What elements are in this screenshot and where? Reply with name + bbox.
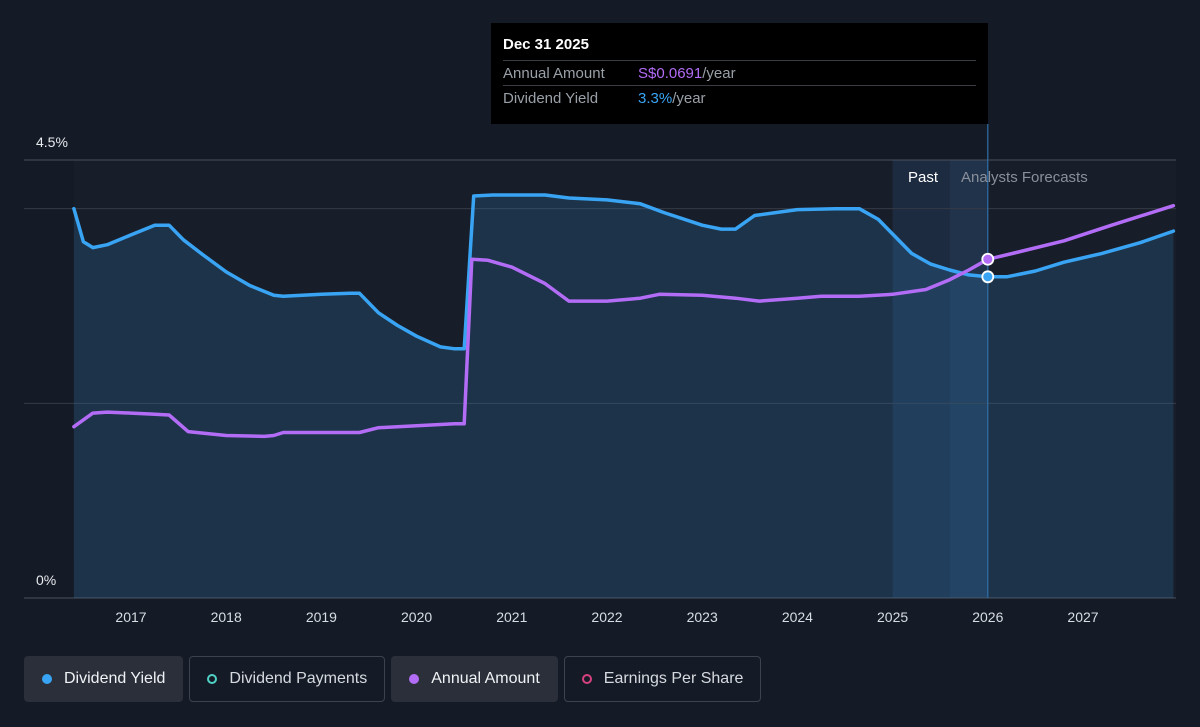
dividend-yield-area xyxy=(73,195,1174,598)
x-tick-label-2024: 2024 xyxy=(782,609,813,625)
tooltip-value-annual-amount: S$0.0691 xyxy=(638,64,703,82)
y-tick-label-top: 4.5% xyxy=(36,134,68,150)
legend-annual-amount-dot-icon xyxy=(409,674,420,684)
legend-annual-amount[interactable]: Annual Amount xyxy=(391,656,558,702)
x-tick-label-2023: 2023 xyxy=(687,609,718,625)
legend-dividend-yield-dot-icon xyxy=(42,674,52,684)
legend-earnings-per-share-label: Earnings Per Share xyxy=(603,670,744,687)
tooltip-row-annual-amount: Annual Amount S$0.0691 /year xyxy=(503,60,976,85)
legend-annual-amount-label: Annual Amount xyxy=(431,670,540,687)
legend-earnings-per-share-ring-icon xyxy=(581,674,592,684)
x-tick-label-2018: 2018 xyxy=(211,609,242,625)
x-tick-label-2027: 2027 xyxy=(1067,609,1098,625)
tooltip-value-dividend-yield: 3.3% xyxy=(638,89,673,107)
series-line-annual-amount xyxy=(72,203,1176,439)
tooltip-unit-annual-amount: /year xyxy=(702,64,736,82)
legend-dividend-payments-ring-icon xyxy=(207,674,218,684)
marker-dot-dividend-yield xyxy=(981,270,995,284)
x-tick-label-2017: 2017 xyxy=(115,609,146,625)
chart-tooltip: Dec 31 2025 Annual Amount S$0.0691 /year… xyxy=(491,23,988,124)
x-tick-label-2020: 2020 xyxy=(401,609,432,625)
past-label: Past xyxy=(908,169,939,186)
legend-earnings-per-share[interactable]: Earnings Per Share xyxy=(563,656,762,702)
chart-legend: Dividend Yield Dividend Payments Annual … xyxy=(24,656,762,702)
past-highlight-band-recent xyxy=(949,160,988,598)
forecast-label: Analysts Forecasts xyxy=(961,169,1088,186)
tooltip-date: Dec 31 2025 xyxy=(503,36,589,53)
legend-dividend-yield[interactable]: Dividend Yield xyxy=(24,656,184,702)
x-tick-label-2026: 2026 xyxy=(972,609,1003,625)
tooltip-unit-dividend-yield: /year xyxy=(672,89,706,107)
tooltip-label-annual-amount: Annual Amount xyxy=(503,64,605,82)
legend-dividend-yield-label: Dividend Yield xyxy=(64,670,166,687)
tooltip-label-dividend-yield: Dividend Yield xyxy=(503,89,599,107)
marker-dot-annual-amount xyxy=(981,252,995,266)
y-tick-label-bottom: 0% xyxy=(36,572,56,588)
legend-dividend-payments-label: Dividend Payments xyxy=(229,670,368,687)
series-line-dividend-yield xyxy=(72,193,1176,351)
plot-background xyxy=(73,160,1176,598)
past-highlight-band xyxy=(892,160,950,598)
legend-dividend-payments[interactable]: Dividend Payments xyxy=(189,656,386,702)
x-tick-label-2019: 2019 xyxy=(306,609,337,625)
x-tick-label-2025: 2025 xyxy=(877,609,908,625)
x-tick-label-2022: 2022 xyxy=(591,609,622,625)
tooltip-row-dividend-yield: Dividend Yield 3.3% /year xyxy=(503,85,976,110)
x-tick-label-2021: 2021 xyxy=(496,609,527,625)
